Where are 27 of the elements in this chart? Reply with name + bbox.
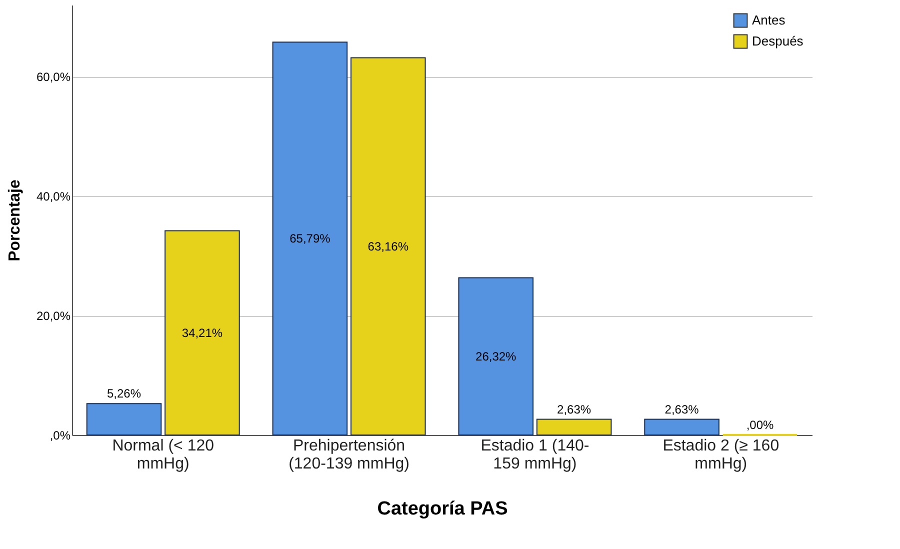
y-tick-label: 60,0% bbox=[36, 70, 71, 84]
y-tick-label: ,0% bbox=[50, 428, 71, 442]
legend-label: Después bbox=[752, 34, 804, 48]
x-tick-label: Normal (< 120 mmHg) bbox=[112, 438, 214, 472]
data-label: ,00% bbox=[746, 418, 774, 432]
x-axis-title: Categoría PAS bbox=[377, 498, 508, 520]
data-label: 26,32% bbox=[476, 349, 517, 364]
data-label: 34,21% bbox=[182, 326, 223, 340]
data-label: 2,63% bbox=[557, 402, 592, 416]
bar bbox=[536, 418, 612, 436]
data-label: 65,79% bbox=[290, 232, 331, 246]
bar bbox=[272, 42, 348, 436]
bar bbox=[86, 403, 162, 436]
y-tick-label: 20,0% bbox=[36, 309, 71, 324]
data-label: 5,26% bbox=[106, 386, 142, 401]
y-axis-title: Porcentaje bbox=[6, 179, 24, 262]
bar bbox=[458, 277, 534, 436]
bar bbox=[350, 57, 426, 436]
y-tick-label: 40,0% bbox=[36, 190, 71, 204]
data-label: 63,16% bbox=[368, 239, 409, 254]
legend-label: Antes bbox=[752, 12, 786, 28]
x-tick-label: Estadio 1 (140-159 mmHg) bbox=[480, 438, 590, 472]
data-label: 2,63% bbox=[664, 402, 700, 416]
bar bbox=[164, 230, 240, 436]
x-tick-label: Prehipertensión (120-139 mmHg) bbox=[288, 438, 410, 472]
x-tick-label: Estadio 2 (≥ 160 mmHg) bbox=[662, 438, 780, 472]
bar bbox=[644, 418, 720, 436]
